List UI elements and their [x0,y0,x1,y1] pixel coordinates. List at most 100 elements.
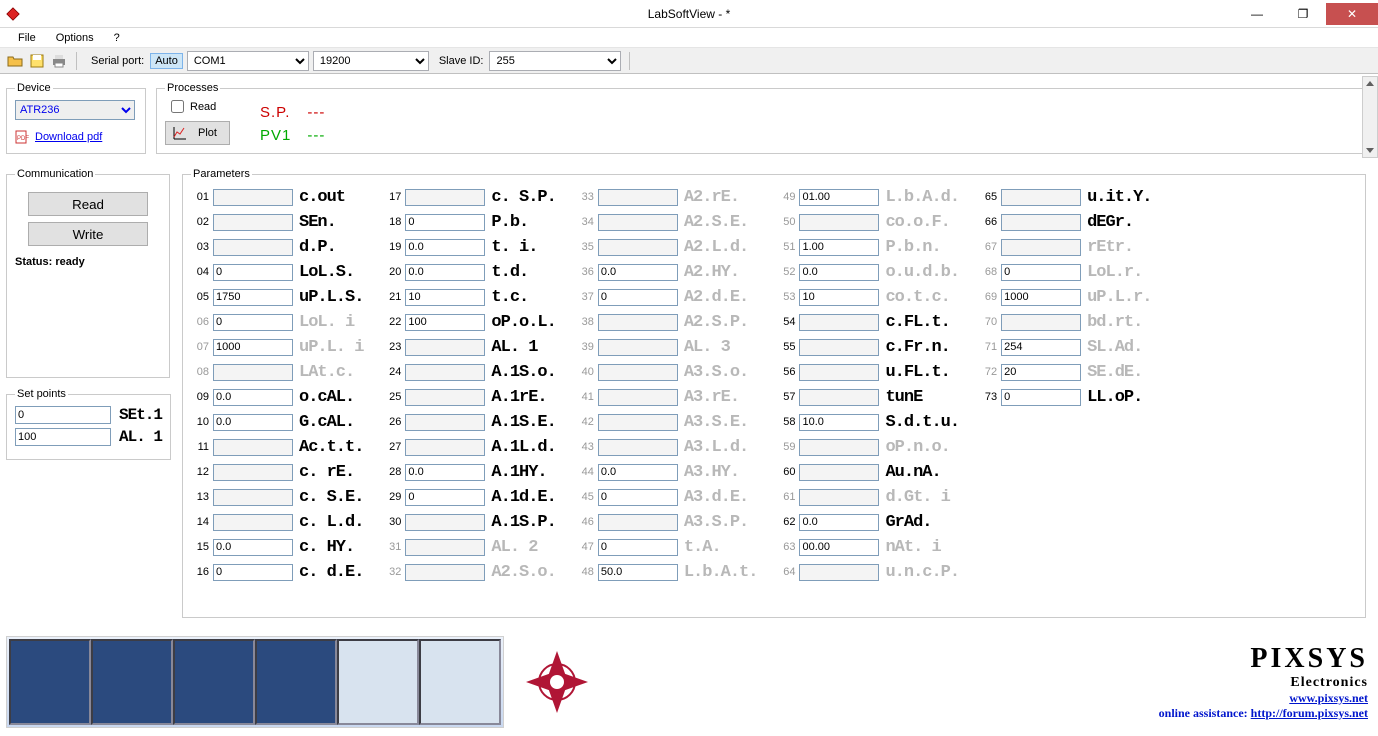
param-input[interactable] [213,539,293,556]
param-input[interactable] [213,389,293,406]
param-input[interactable] [799,489,879,506]
param-input[interactable] [598,364,678,381]
param-input[interactable] [799,389,879,406]
param-input[interactable] [598,189,678,206]
site-link[interactable]: www.pixsys.net [1289,691,1368,705]
read-button[interactable]: Read [28,192,148,216]
param-input[interactable] [405,439,485,456]
param-input[interactable] [799,439,879,456]
param-input[interactable] [405,239,485,256]
param-input[interactable] [213,314,293,331]
download-pdf-link[interactable]: Download pdf [35,131,102,143]
param-input[interactable] [213,464,293,481]
param-input[interactable] [405,339,485,356]
param-number: 16 [191,566,209,578]
param-input[interactable] [799,564,879,581]
menu-file[interactable]: File [8,30,46,46]
param-input[interactable] [213,364,293,381]
param-input[interactable] [799,464,879,481]
param-input[interactable] [1001,264,1081,281]
param-input[interactable] [799,214,879,231]
param-input[interactable] [1001,314,1081,331]
param-input[interactable] [405,189,485,206]
param-input[interactable] [405,289,485,306]
param-input[interactable] [405,214,485,231]
param-input[interactable] [213,564,293,581]
param-input[interactable] [213,439,293,456]
param-input[interactable] [213,189,293,206]
param-input[interactable] [799,239,879,256]
param-input[interactable] [799,339,879,356]
open-icon[interactable] [6,52,24,70]
device-select[interactable]: ATR236 [15,100,135,120]
param-input[interactable] [598,289,678,306]
param-input[interactable] [1001,214,1081,231]
param-input[interactable] [1001,339,1081,356]
param-input[interactable] [799,539,879,556]
param-input[interactable] [799,189,879,206]
param-input[interactable] [598,439,678,456]
param-input[interactable] [1001,289,1081,306]
param-input[interactable] [598,564,678,581]
scrollbar-vertical[interactable] [1362,76,1378,158]
menu-help[interactable]: ? [104,30,130,46]
forum-link[interactable]: http://forum.pixsys.net [1251,706,1368,720]
setpoint-input[interactable] [15,406,111,424]
auto-button[interactable]: Auto [150,53,183,69]
com-select[interactable]: COM1 [187,51,309,71]
param-input[interactable] [213,414,293,431]
param-input[interactable] [213,339,293,356]
param-input[interactable] [799,264,879,281]
param-input[interactable] [1001,364,1081,381]
param-input[interactable] [405,389,485,406]
write-button[interactable]: Write [28,222,148,246]
param-input[interactable] [598,489,678,506]
plot-button[interactable]: Plot [165,121,230,145]
save-icon[interactable] [28,52,46,70]
param-input[interactable] [405,314,485,331]
param-input[interactable] [405,464,485,481]
param-input[interactable] [213,514,293,531]
param-input[interactable] [405,489,485,506]
param-input[interactable] [405,364,485,381]
slave-select[interactable]: 255 [489,51,621,71]
param-input[interactable] [598,314,678,331]
baud-select[interactable]: 19200 [313,51,429,71]
param-input[interactable] [405,514,485,531]
param-input[interactable] [799,364,879,381]
param-input[interactable] [598,464,678,481]
param-input[interactable] [405,264,485,281]
param-input[interactable] [405,414,485,431]
brand-block: PIXSYS Electronics www.pixsys.net online… [1159,643,1372,721]
menu-options[interactable]: Options [46,30,104,46]
param-input[interactable] [598,539,678,556]
param-input[interactable] [405,539,485,556]
param-input[interactable] [799,414,879,431]
param-input[interactable] [598,389,678,406]
read-checkbox[interactable] [171,100,184,113]
param-input[interactable] [405,564,485,581]
param-input[interactable] [1001,189,1081,206]
param-input[interactable] [799,314,879,331]
param-input[interactable] [213,289,293,306]
param-input[interactable] [799,514,879,531]
param-input[interactable] [213,239,293,256]
setpoint-input[interactable] [15,428,111,446]
param-input[interactable] [598,264,678,281]
param-input[interactable] [799,289,879,306]
param-input[interactable] [1001,239,1081,256]
processes-read-checkbox[interactable]: Read [171,100,230,113]
param-input[interactable] [598,339,678,356]
print-icon[interactable] [50,52,68,70]
param-input[interactable] [213,214,293,231]
param-input[interactable] [598,214,678,231]
param-input[interactable] [598,414,678,431]
param-input[interactable] [213,489,293,506]
close-button[interactable]: ✕ [1326,3,1378,25]
minimize-button[interactable]: — [1234,3,1280,25]
param-input[interactable] [598,514,678,531]
param-input[interactable] [213,264,293,281]
maximize-button[interactable]: ❐ [1280,3,1326,25]
param-input[interactable] [598,239,678,256]
param-input[interactable] [1001,389,1081,406]
